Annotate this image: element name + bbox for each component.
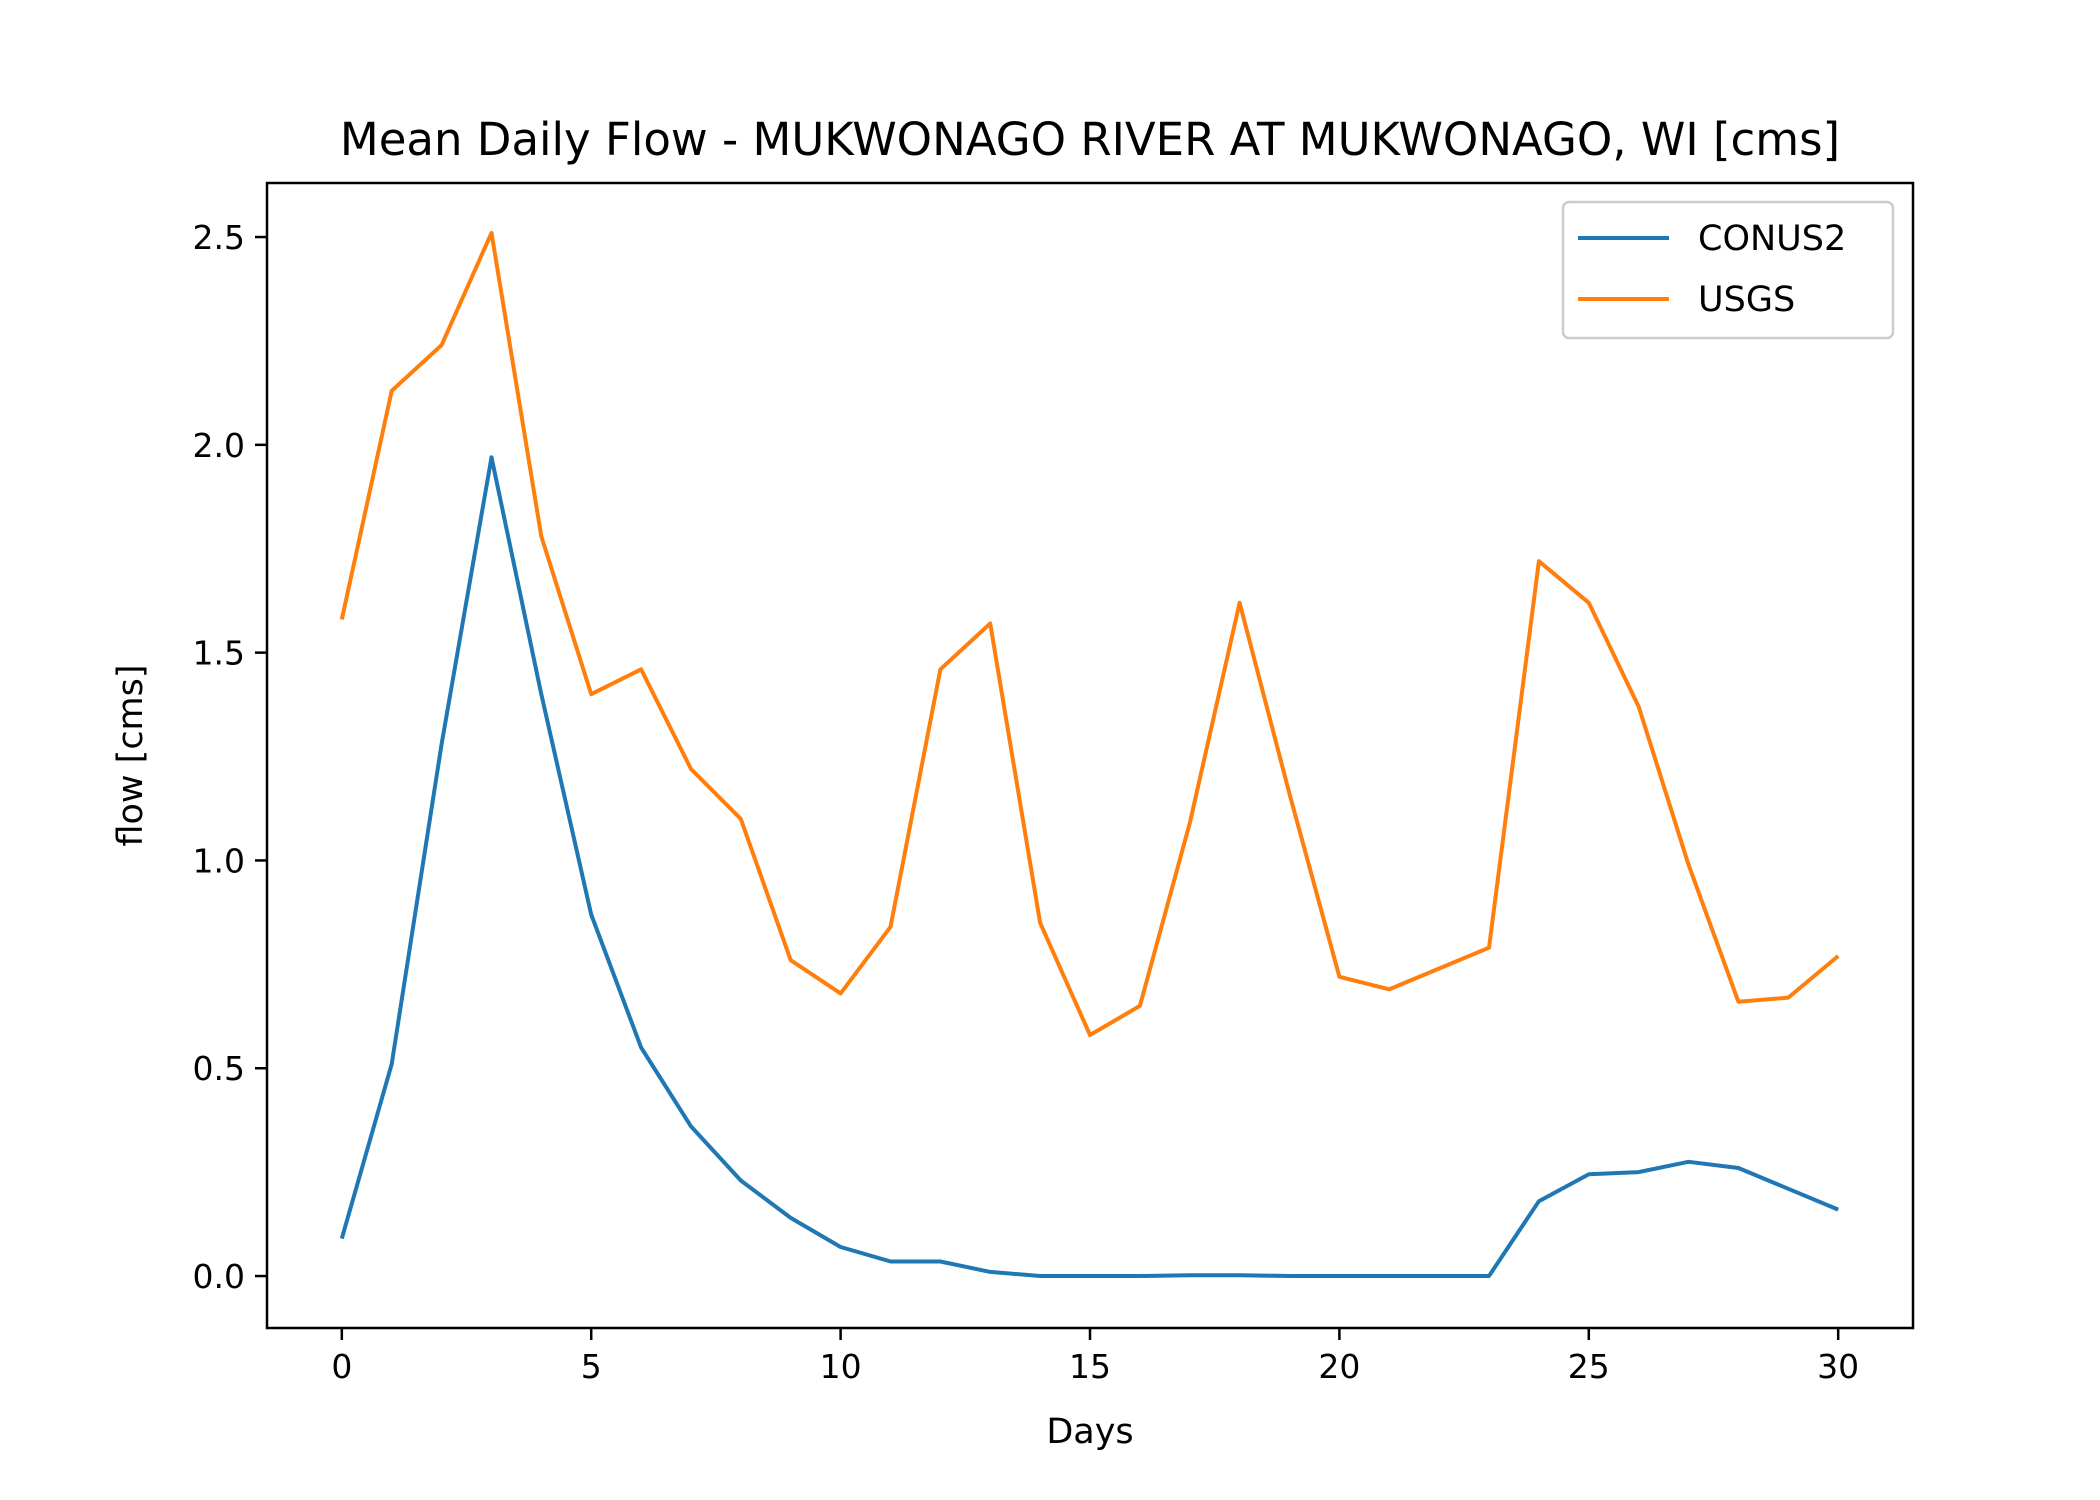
y-tick-label: 2.5 bbox=[193, 218, 245, 257]
y-axis: 0.0 0.5 1.0 1.5 2.0 2.5 bbox=[193, 218, 267, 1296]
x-tick-label: 15 bbox=[1069, 1347, 1111, 1386]
x-tick-label: 25 bbox=[1568, 1347, 1610, 1386]
y-tick-label: 2.0 bbox=[193, 426, 245, 465]
x-tick-label: 0 bbox=[331, 1347, 352, 1386]
x-tick-label: 20 bbox=[1318, 1347, 1360, 1386]
x-tick-label: 5 bbox=[581, 1347, 602, 1386]
plot-lines bbox=[339, 230, 1840, 1278]
plot-frame bbox=[265, 181, 1915, 1330]
legend-label-usgs: USGS bbox=[1698, 280, 1795, 320]
x-tick-label: 30 bbox=[1817, 1347, 1859, 1386]
y-tick-label: 0.5 bbox=[193, 1049, 245, 1088]
x-axis-label: Days bbox=[1046, 1412, 1133, 1452]
chart-title: Mean Daily Flow - MUKWONAGO RIVER AT MUK… bbox=[340, 113, 1840, 166]
y-tick-label: 1.5 bbox=[193, 634, 245, 673]
legend-label-conus2: CONUS2 bbox=[1698, 219, 1846, 259]
legend: CONUS2 USGS bbox=[1561, 200, 1895, 340]
x-tick-label: 10 bbox=[820, 1347, 862, 1386]
series-line-conus2 bbox=[339, 455, 1839, 1278]
x-axis: 0 5 10 15 20 25 30 bbox=[331, 1328, 1859, 1386]
series-line-usgs bbox=[339, 230, 1840, 1037]
y-tick-label: 0.0 bbox=[193, 1257, 245, 1296]
y-tick-label: 1.0 bbox=[193, 841, 245, 880]
y-axis-label: flow [cms] bbox=[111, 664, 151, 846]
